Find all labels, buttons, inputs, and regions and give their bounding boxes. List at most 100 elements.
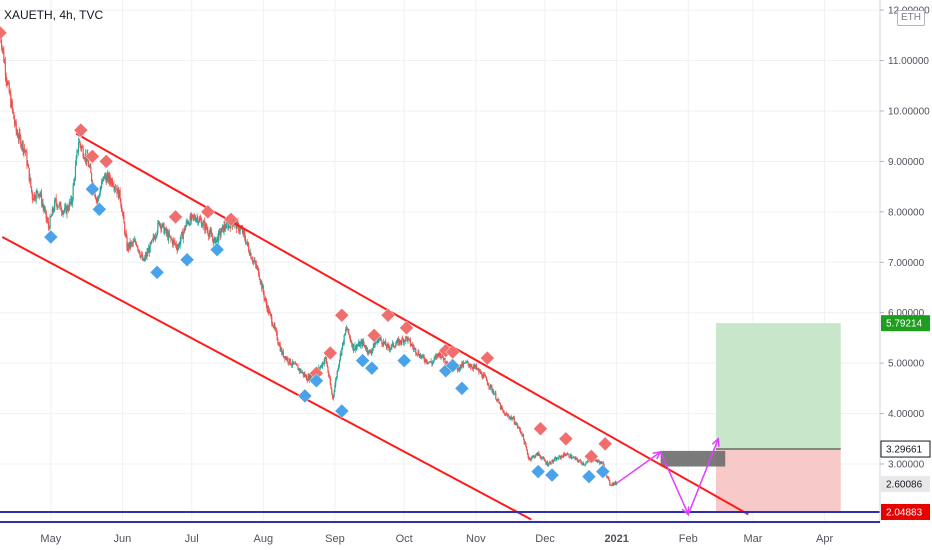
candle-body	[556, 457, 558, 461]
candle-body	[472, 366, 475, 369]
candle-body	[462, 363, 465, 367]
price-tick-label: 3.00000	[888, 460, 925, 471]
candle-body	[207, 230, 209, 235]
candle-body	[337, 369, 339, 371]
candle-body	[536, 453, 538, 455]
candle-body	[308, 374, 311, 381]
candle-body	[351, 342, 353, 347]
candle-body	[547, 464, 549, 466]
candle-body	[471, 366, 473, 368]
candle-body	[124, 233, 127, 235]
symbol-title[interactable]: XAUETH, 4h, TVC	[4, 8, 104, 22]
candle-body	[164, 228, 167, 231]
candle-body	[291, 361, 294, 366]
candle-body	[443, 358, 445, 360]
candle-body	[525, 443, 527, 447]
candle-body	[424, 360, 426, 362]
candle-body	[573, 457, 575, 459]
candle-body	[190, 215, 192, 221]
candle-body	[615, 481, 617, 485]
candle-body	[133, 241, 135, 243]
candle-body	[579, 460, 582, 462]
candle-body	[269, 311, 271, 314]
candle-body	[245, 242, 247, 244]
candle-body	[378, 338, 380, 343]
candle-body	[54, 200, 56, 210]
candle-body	[275, 329, 277, 333]
candle-body	[123, 214, 125, 224]
candle-body	[426, 362, 428, 364]
candle-body	[29, 178, 31, 181]
candle-body	[479, 370, 482, 374]
candle-body	[20, 136, 22, 147]
price-axis[interactable]: 12.0000011.0000010.000009.000008.000007.…	[879, 0, 932, 550]
candle-body	[385, 341, 387, 346]
candle-body	[502, 410, 505, 413]
candle-body	[327, 366, 329, 373]
candle-body	[467, 361, 469, 364]
candle-body	[51, 208, 53, 216]
candle-body	[209, 230, 211, 234]
candle-body	[34, 198, 37, 200]
candle-body	[292, 361, 294, 364]
currency-badge[interactable]: ETH	[897, 10, 925, 26]
candle-body	[55, 198, 57, 204]
candle-body	[33, 194, 35, 200]
candle-body	[137, 246, 139, 250]
candle-body	[126, 237, 128, 250]
candle-body	[21, 141, 23, 147]
candle-body	[117, 187, 120, 199]
candle-body	[526, 449, 528, 454]
candle-body	[370, 352, 372, 354]
candle-body	[50, 216, 52, 218]
candle-body	[128, 241, 130, 249]
trough-marker	[309, 373, 324, 389]
candle-body	[280, 348, 282, 352]
candle-body	[508, 415, 510, 418]
candle-body	[201, 220, 203, 228]
candle-body	[311, 375, 313, 377]
candle-body	[484, 374, 486, 377]
candle-body	[328, 376, 331, 378]
candle-body	[295, 363, 297, 365]
candle-body	[161, 223, 164, 228]
candle-body	[602, 462, 604, 464]
candle-body	[90, 166, 92, 173]
candle-body	[284, 356, 286, 360]
candle-body	[532, 455, 535, 457]
candle-body	[331, 394, 334, 399]
candle-body	[106, 176, 108, 183]
time-tick-label: Apr	[816, 533, 833, 545]
candle-body	[18, 132, 20, 139]
candle-body	[31, 191, 33, 200]
candle-body	[65, 206, 67, 214]
candle-body	[272, 326, 274, 328]
candle-body	[282, 351, 284, 357]
candle-body	[271, 323, 274, 327]
candle-body	[101, 179, 103, 183]
candle-body	[431, 362, 433, 365]
candle-body	[420, 354, 422, 358]
time-axis[interactable]: May Jun Jul Aug Sep Oct Nov Dec 2021 Feb Mar Apr	[0, 521, 932, 550]
candle-body	[320, 364, 322, 367]
trough-marker	[530, 464, 546, 479]
candle-body	[141, 254, 144, 261]
candle-body	[70, 198, 72, 204]
candle-body	[383, 341, 385, 344]
candle-body	[197, 217, 199, 224]
candle-body	[522, 434, 525, 440]
candle-body	[289, 358, 291, 365]
candle-body	[225, 221, 227, 229]
candle-body	[253, 260, 255, 262]
candle-body	[194, 219, 197, 222]
candle-body	[423, 357, 425, 361]
candle-body	[486, 380, 488, 385]
candle-body	[16, 131, 18, 134]
candle-body	[596, 460, 599, 462]
candle-body	[517, 426, 519, 428]
candle-body	[28, 167, 30, 181]
candle-body	[492, 391, 495, 395]
candle-body	[586, 460, 589, 463]
candle-body	[80, 145, 82, 149]
